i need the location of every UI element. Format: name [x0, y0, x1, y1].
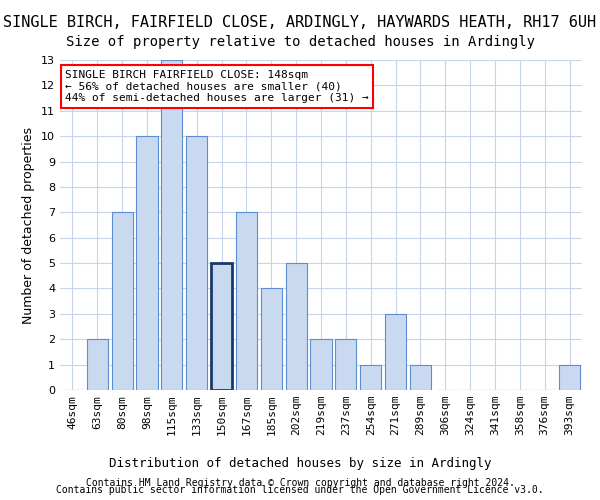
- Bar: [87, 339, 108, 390]
- Bar: [236, 212, 257, 390]
- Text: SINGLE BIRCH FAIRFIELD CLOSE: 148sqm
← 56% of detached houses are smaller (40)
4: SINGLE BIRCH FAIRFIELD CLOSE: 148sqm ← 5…: [65, 70, 369, 103]
- Bar: [161, 60, 182, 390]
- Bar: [335, 339, 356, 390]
- Bar: [385, 314, 406, 390]
- Bar: [360, 364, 381, 390]
- Bar: [112, 212, 133, 390]
- Bar: [410, 364, 431, 390]
- Y-axis label: Number of detached properties: Number of detached properties: [22, 126, 35, 324]
- Text: Distribution of detached houses by size in Ardingly: Distribution of detached houses by size …: [109, 458, 491, 470]
- Bar: [261, 288, 282, 390]
- Text: Contains HM Land Registry data © Crown copyright and database right 2024.: Contains HM Land Registry data © Crown c…: [86, 478, 514, 488]
- Bar: [186, 136, 207, 390]
- Text: SINGLE BIRCH, FAIRFIELD CLOSE, ARDINGLY, HAYWARDS HEATH, RH17 6UH: SINGLE BIRCH, FAIRFIELD CLOSE, ARDINGLY,…: [4, 15, 596, 30]
- Text: Size of property relative to detached houses in Ardingly: Size of property relative to detached ho…: [65, 35, 535, 49]
- Bar: [559, 364, 580, 390]
- Bar: [136, 136, 158, 390]
- Bar: [310, 339, 332, 390]
- Text: Contains public sector information licensed under the Open Government Licence v3: Contains public sector information licen…: [56, 485, 544, 495]
- Bar: [286, 263, 307, 390]
- Bar: [211, 263, 232, 390]
